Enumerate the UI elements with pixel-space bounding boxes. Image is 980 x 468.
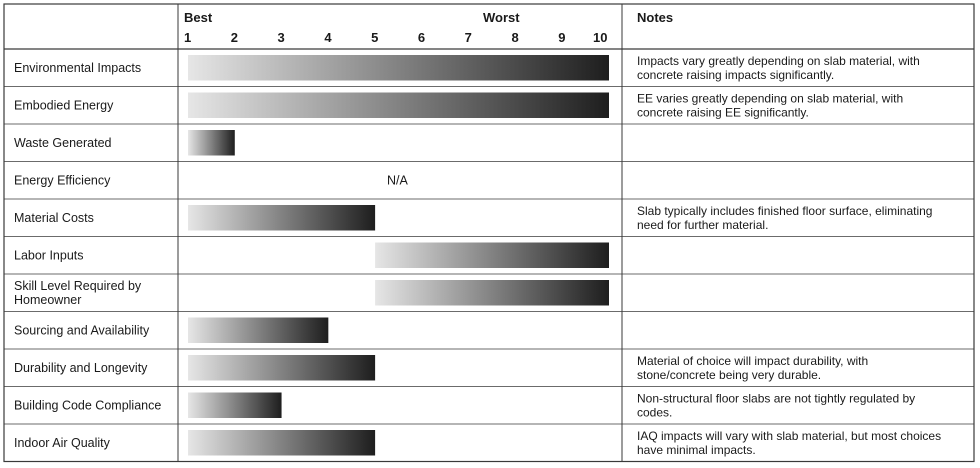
scale-tick-label: 7 — [465, 30, 472, 45]
row-label: Indoor Air Quality — [14, 436, 111, 450]
scale-tick-label: 8 — [511, 30, 518, 45]
row-note: need for further material. — [637, 218, 768, 232]
table-row: Indoor Air Quality IAQ impacts will vary … — [14, 429, 941, 457]
scale-tick-label: 1 — [184, 30, 191, 45]
row-note: concrete raising impacts significantly. — [637, 68, 834, 82]
row-label: Building Code Compliance — [14, 398, 161, 412]
row-label: Sourcing and Availability — [14, 323, 150, 337]
table-row: Energy Efficiency N/A — [14, 173, 409, 187]
scale-tick-label: 4 — [324, 30, 332, 45]
table-rows: Environmental Impacts Impacts vary greatl… — [14, 54, 941, 457]
row-label: Environmental Impacts — [14, 61, 141, 75]
row-label: Labor Inputs — [14, 248, 84, 262]
rating-bar — [188, 392, 282, 418]
rating-bar — [188, 130, 235, 156]
scale-tick-label: 10 — [593, 30, 607, 45]
row-value-text: N/A — [387, 173, 409, 187]
scale-ticks: 1 2 3 4 5 6 7 8 9 10 — [184, 30, 607, 45]
table-row: Building Code Compliance Non-structural f… — [14, 391, 915, 419]
rating-bar — [188, 355, 376, 381]
worst-label: Worst — [483, 10, 520, 25]
row-label: Skill Level Required by — [14, 279, 142, 293]
row-label: Material Costs — [14, 211, 94, 225]
table-row: Material Costs Slab typically includes fi… — [14, 204, 932, 232]
row-note: concrete raising EE significantly. — [637, 105, 809, 119]
table-header: Best Worst Notes 1 2 3 4 5 6 7 8 9 10 — [184, 10, 673, 45]
table-row: Environmental Impacts Impacts vary greatl… — [14, 54, 920, 82]
rating-bar — [188, 205, 376, 231]
scale-tick-label: 5 — [371, 30, 378, 45]
scale-tick-label: 3 — [278, 30, 285, 45]
row-note: codes. — [637, 405, 672, 419]
row-label: Energy Efficiency — [14, 173, 111, 187]
table-row: Embodied Energy EE varies greatly dependi… — [14, 91, 903, 119]
best-label: Best — [184, 10, 213, 25]
rating-bar — [188, 92, 609, 118]
row-note: Slab typically includes finished floor s… — [637, 204, 932, 218]
rating-bar — [375, 242, 609, 268]
scale-tick-label: 6 — [418, 30, 425, 45]
table-row: Waste Generated — [14, 130, 235, 156]
row-note: Non-structural floor slabs are not tight… — [637, 391, 915, 405]
row-label: Durability and Longevity — [14, 361, 148, 375]
row-note: EE varies greatly depending on slab mate… — [637, 91, 903, 105]
table-row: Sourcing and Availability — [14, 317, 329, 343]
table-row: Labor Inputs — [14, 242, 609, 268]
table-border — [3, 3, 975, 463]
table-row: Durability and Longevity Material of choi… — [14, 354, 868, 382]
row-label: Homeowner — [14, 293, 81, 307]
row-note: have minimal impacts. — [637, 443, 756, 457]
row-note: Impacts vary greatly depending on slab m… — [637, 54, 920, 68]
table-grid — [3, 3, 975, 463]
scale-tick-label: 9 — [558, 30, 565, 45]
notes-header: Notes — [637, 10, 673, 25]
row-note: Material of choice will impact durabilit… — [637, 354, 868, 368]
rating-bar — [188, 55, 609, 81]
row-note: IAQ impacts will vary with slab material… — [637, 429, 941, 443]
rating-bar — [188, 317, 329, 343]
row-label: Embodied Energy — [14, 98, 114, 112]
scale-tick-label: 2 — [231, 30, 238, 45]
row-label: Waste Generated — [14, 136, 112, 150]
row-note: stone/concrete being very durable. — [637, 368, 821, 382]
rating-bar — [375, 280, 609, 306]
rating-bar — [188, 430, 376, 456]
